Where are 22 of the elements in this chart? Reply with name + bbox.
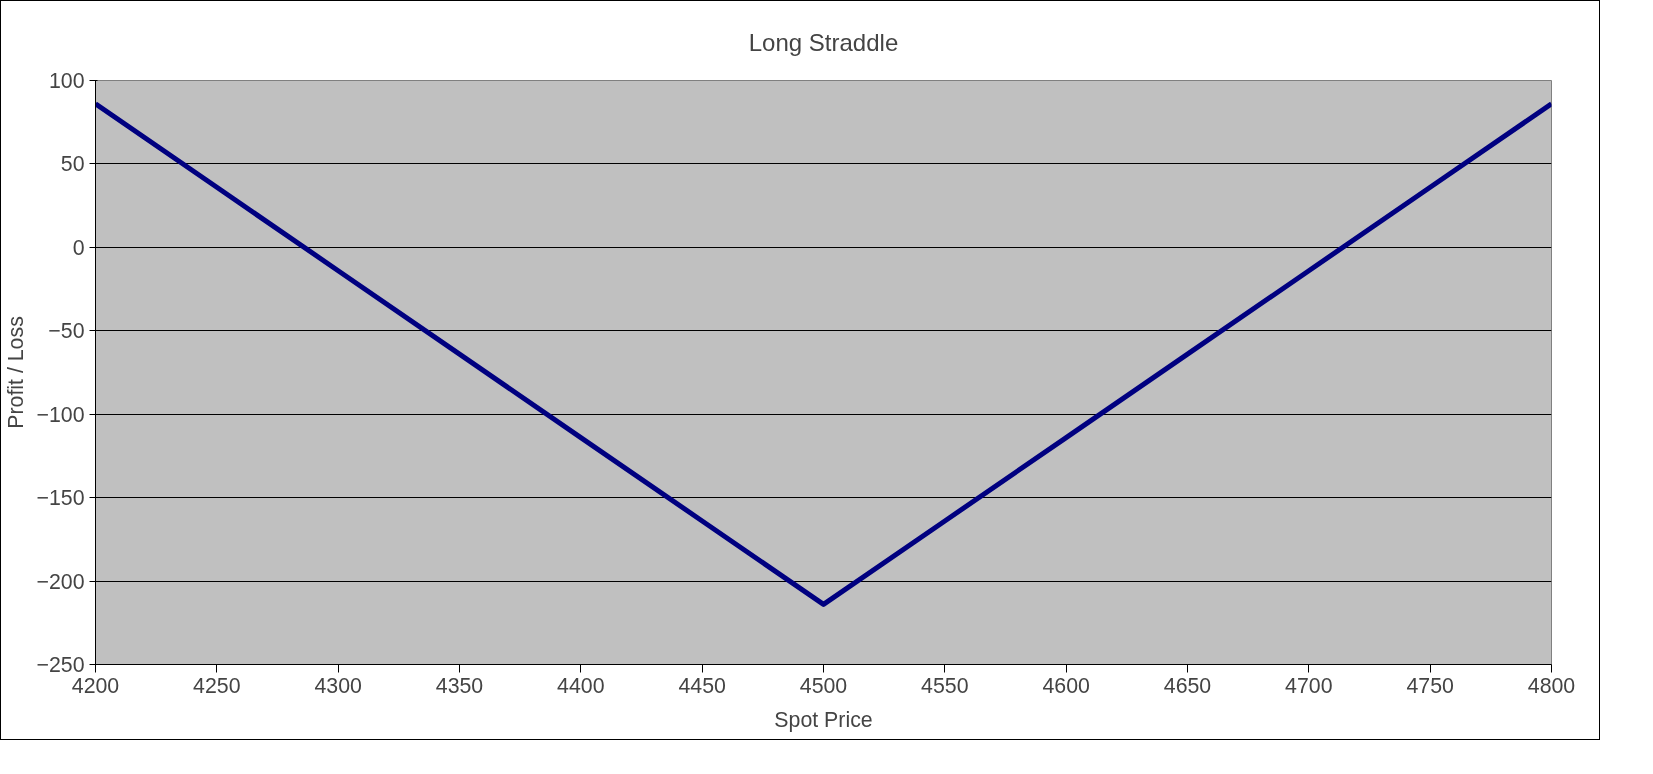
x-tick-label: 4700 (1285, 673, 1333, 698)
x-tick-label: 4350 (435, 673, 484, 698)
x-tick-label: 4450 (678, 673, 727, 698)
y-tick-label: −50 (48, 319, 85, 344)
chart-title: Long Straddle (748, 28, 899, 56)
x-tick-label: 4750 (1406, 673, 1455, 698)
y-tick-label: −100 (36, 402, 85, 427)
x-tick-label: 4400 (557, 673, 605, 698)
y-tick-label: 0 (72, 235, 85, 260)
x-tick-label: 4800 (1527, 673, 1576, 698)
x-tick-label: 4650 (1163, 673, 1212, 698)
y-tick-label: −150 (36, 486, 85, 511)
x-tick-label: 4250 (193, 673, 241, 698)
y-axis-title: Profit / Loss (4, 316, 29, 429)
x-tick-label: 4500 (799, 673, 848, 698)
x-tick-label: 4550 (921, 673, 969, 698)
x-tick-label: 4300 (314, 673, 363, 698)
x-tick-label: 4600 (1042, 673, 1091, 698)
y-tick-label: −200 (36, 569, 85, 594)
x-axis-title: Spot Price (774, 707, 873, 732)
y-tick-label: 50 (60, 152, 85, 177)
y-tick-label: 100 (48, 69, 85, 93)
